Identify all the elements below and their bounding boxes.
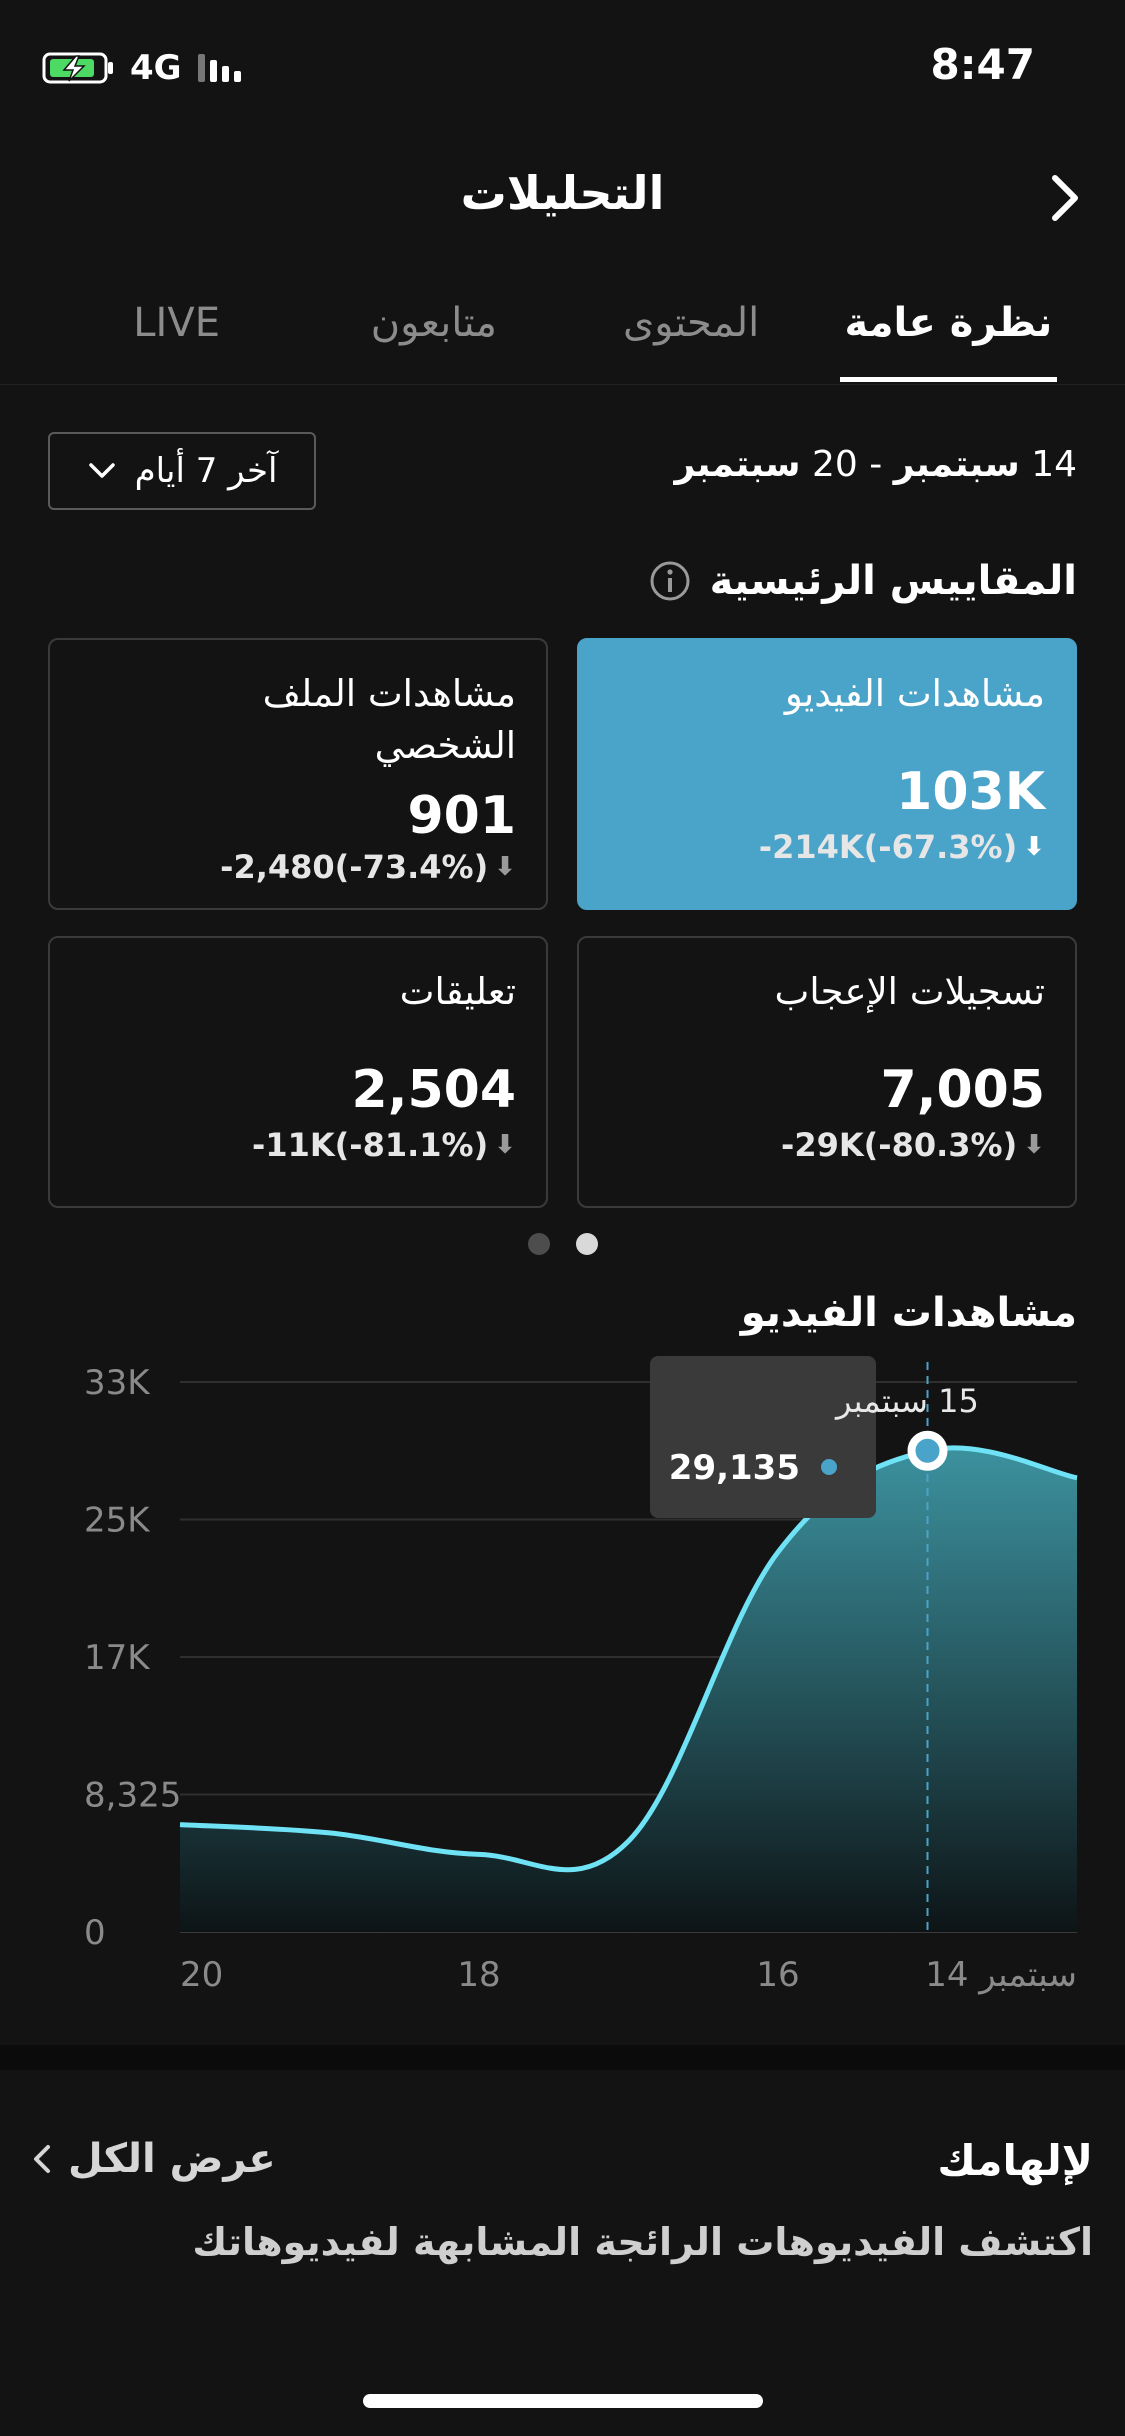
metric-card-likes[interactable]: تسجيلات الإعجاب 7,005 ⬇ -29K(-80.3%) bbox=[577, 936, 1077, 1208]
metric-label: تعليقات bbox=[399, 970, 516, 1013]
metric-delta-text: -29K(-80.3%) bbox=[781, 1126, 1018, 1164]
metric-card-comments[interactable]: تعليقات 2,504 ⬇ -11K(-81.1%) bbox=[48, 936, 548, 1208]
metric-delta-text: -11K(-81.1%) bbox=[252, 1126, 489, 1164]
metric-label: تسجيلات الإعجاب bbox=[774, 970, 1045, 1013]
chart-title: مشاهدات الفيديو bbox=[740, 1290, 1077, 1336]
metric-value: 7,005 bbox=[880, 1060, 1045, 1120]
x-tick-label: 20 bbox=[180, 1955, 223, 1995]
back-chevron-icon[interactable] bbox=[1035, 168, 1095, 228]
date-from-day: 14 bbox=[1031, 444, 1077, 485]
key-metrics-header: المقاييس الرئيسية bbox=[648, 558, 1077, 604]
metric-delta: ⬇ -2,480(-73.4%) bbox=[80, 848, 516, 886]
info-icon[interactable] bbox=[648, 559, 692, 603]
chevron-down-icon bbox=[88, 463, 115, 478]
date-from-month: سبتمبر bbox=[893, 444, 1020, 485]
y-tick-label: 33K bbox=[84, 1363, 151, 1403]
metric-delta-text: -2,480(-73.4%) bbox=[220, 848, 489, 886]
view-all-link[interactable]: عرض الكل bbox=[30, 2136, 276, 2182]
arrow-down-icon: ⬇ bbox=[1023, 832, 1045, 862]
tab-content[interactable]: المحتوى bbox=[622, 300, 760, 346]
status-time: 8:47 bbox=[930, 40, 1035, 89]
tooltip-date: 15 سبتمبر bbox=[834, 1382, 979, 1420]
date-range-label: آخر 7 أيام bbox=[134, 451, 278, 491]
chevron-left-icon bbox=[34, 2145, 50, 2173]
section-separator bbox=[0, 2045, 1125, 2070]
y-tick-label: 17K bbox=[84, 1638, 151, 1678]
metric-value: 2,504 bbox=[351, 1060, 516, 1120]
metric-card-profile-views[interactable]: مشاهدات الملف الشخصي 901 ⬇ -2,480(-73.4%… bbox=[48, 638, 548, 910]
date-to-month: سبتمبر bbox=[674, 444, 801, 485]
metric-value: 103K bbox=[896, 762, 1045, 822]
arrow-down-icon: ⬇ bbox=[1023, 1130, 1045, 1160]
tooltip-value: 29,135 bbox=[669, 1448, 800, 1488]
chart-tooltip: 15 سبتمبر 29,135 bbox=[650, 1356, 979, 1518]
view-all-label: عرض الكل bbox=[68, 2136, 276, 2182]
y-tick-label: 8,325 bbox=[84, 1776, 181, 1816]
x-tick-label: سبتمبر 14 bbox=[925, 1955, 1077, 1995]
video-views-chart[interactable]: 0 8,325 17K 25K 33K سبتمبر 14 16 18 20 15 سبتمب… bbox=[0, 1340, 1125, 2000]
tab-followers[interactable]: متابعون bbox=[370, 300, 497, 346]
tooltip-legend-dot bbox=[821, 1459, 837, 1475]
date-range-text: 14 سبتمبر - 20 سبتمبر bbox=[674, 444, 1077, 485]
inspiration-title: لإلهامك bbox=[937, 2136, 1093, 2185]
signal-icon bbox=[197, 54, 241, 82]
chart-area-fill bbox=[180, 1447, 1077, 1932]
metric-delta: ⬇ -214K(-67.3%) bbox=[609, 828, 1045, 866]
key-metrics-title: المقاييس الرئيسية bbox=[709, 558, 1077, 604]
metric-delta: ⬇ -11K(-81.1%) bbox=[80, 1126, 516, 1164]
analytics-tabs: نظرة عامة المحتوى متابعون LIVE bbox=[48, 290, 1077, 382]
arrow-down-icon: ⬇ bbox=[494, 852, 516, 882]
page-dot-2[interactable] bbox=[576, 1233, 598, 1255]
metric-label: مشاهدات الملف الشخصي bbox=[262, 672, 516, 767]
date-range-dropdown[interactable]: آخر 7 أيام bbox=[48, 432, 316, 510]
tabs-divider bbox=[0, 384, 1125, 385]
tab-live[interactable]: LIVE bbox=[133, 300, 220, 346]
metric-card-video-views[interactable]: مشاهدات الفيديو 103K ⬇ -214K(-67.3%) bbox=[577, 638, 1077, 910]
status-bar-left: 4G bbox=[42, 48, 248, 88]
page-dot-1[interactable] bbox=[528, 1233, 550, 1255]
inspiration-description: اكتشف الفيديوهات الرائجة المشابهة لفيديو… bbox=[192, 2220, 1093, 2264]
metric-value: 901 bbox=[407, 786, 516, 846]
x-tick-label: 16 bbox=[756, 1955, 799, 1995]
battery-charging-icon bbox=[42, 52, 113, 84]
y-tick-label: 25K bbox=[84, 1501, 151, 1541]
metric-label: مشاهدات الفيديو bbox=[784, 672, 1045, 715]
x-tick-label: 18 bbox=[457, 1955, 500, 1995]
date-to-day: 20 bbox=[812, 444, 858, 485]
metric-delta: ⬇ -29K(-80.3%) bbox=[609, 1126, 1045, 1164]
network-type: 4G bbox=[130, 48, 182, 88]
arrow-down-icon: ⬇ bbox=[494, 1130, 516, 1160]
chart-highlight-point[interactable] bbox=[907, 1430, 948, 1471]
tab-overview[interactable]: نظرة عامة bbox=[820, 290, 1077, 382]
y-tick-label: 0 bbox=[84, 1913, 106, 1953]
page-title: التحليلات bbox=[460, 166, 665, 220]
home-indicator[interactable] bbox=[363, 2394, 763, 2408]
metric-delta-text: -214K(-67.3%) bbox=[758, 828, 1018, 866]
